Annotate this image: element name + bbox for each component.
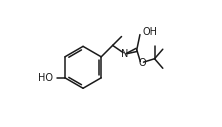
Text: OH: OH	[143, 27, 157, 37]
Text: N: N	[121, 49, 128, 59]
Text: HO: HO	[38, 73, 54, 83]
Text: O: O	[138, 58, 146, 68]
